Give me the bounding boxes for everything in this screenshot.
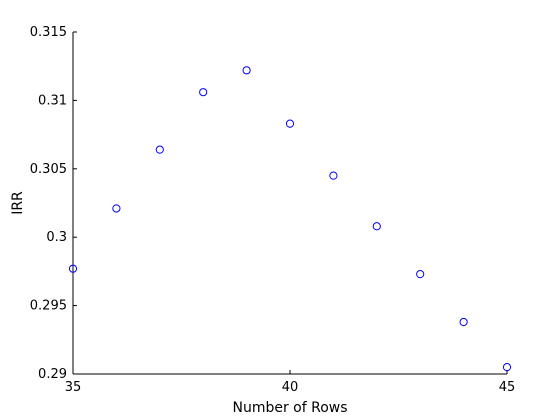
y-tick-label: 0.3 [46,230,67,245]
y-axis-label: IRR [10,191,26,215]
y-tick-label: 0.305 [30,162,67,177]
data-point [285,119,295,128]
x-tick-label: 40 [282,380,299,395]
data-point [372,222,381,231]
data-point [242,66,251,75]
data-point [199,88,208,97]
data-point [416,270,425,279]
x-tick-label: 45 [499,380,516,395]
data-points [68,66,512,372]
y-tick-label: 0.31 [38,93,67,108]
data-point [459,317,468,327]
data-point [502,363,512,372]
y-axis-ticks: 0.29 0.295 0.3 0.305 0.31 0.315 [30,25,77,382]
data-point [68,264,78,273]
y-tick-label: 0.29 [38,367,67,382]
plot-area [72,32,507,375]
y-tick-label: 0.295 [30,299,67,314]
data-point [329,171,338,180]
data-point [155,145,164,154]
data-point [112,204,121,213]
x-axis-label: Number of Rows [232,400,347,416]
x-tick-label: 35 [65,380,82,395]
y-tick-label: 0.315 [30,25,67,40]
x-axis-ticks: 35 40 45 [65,370,516,395]
